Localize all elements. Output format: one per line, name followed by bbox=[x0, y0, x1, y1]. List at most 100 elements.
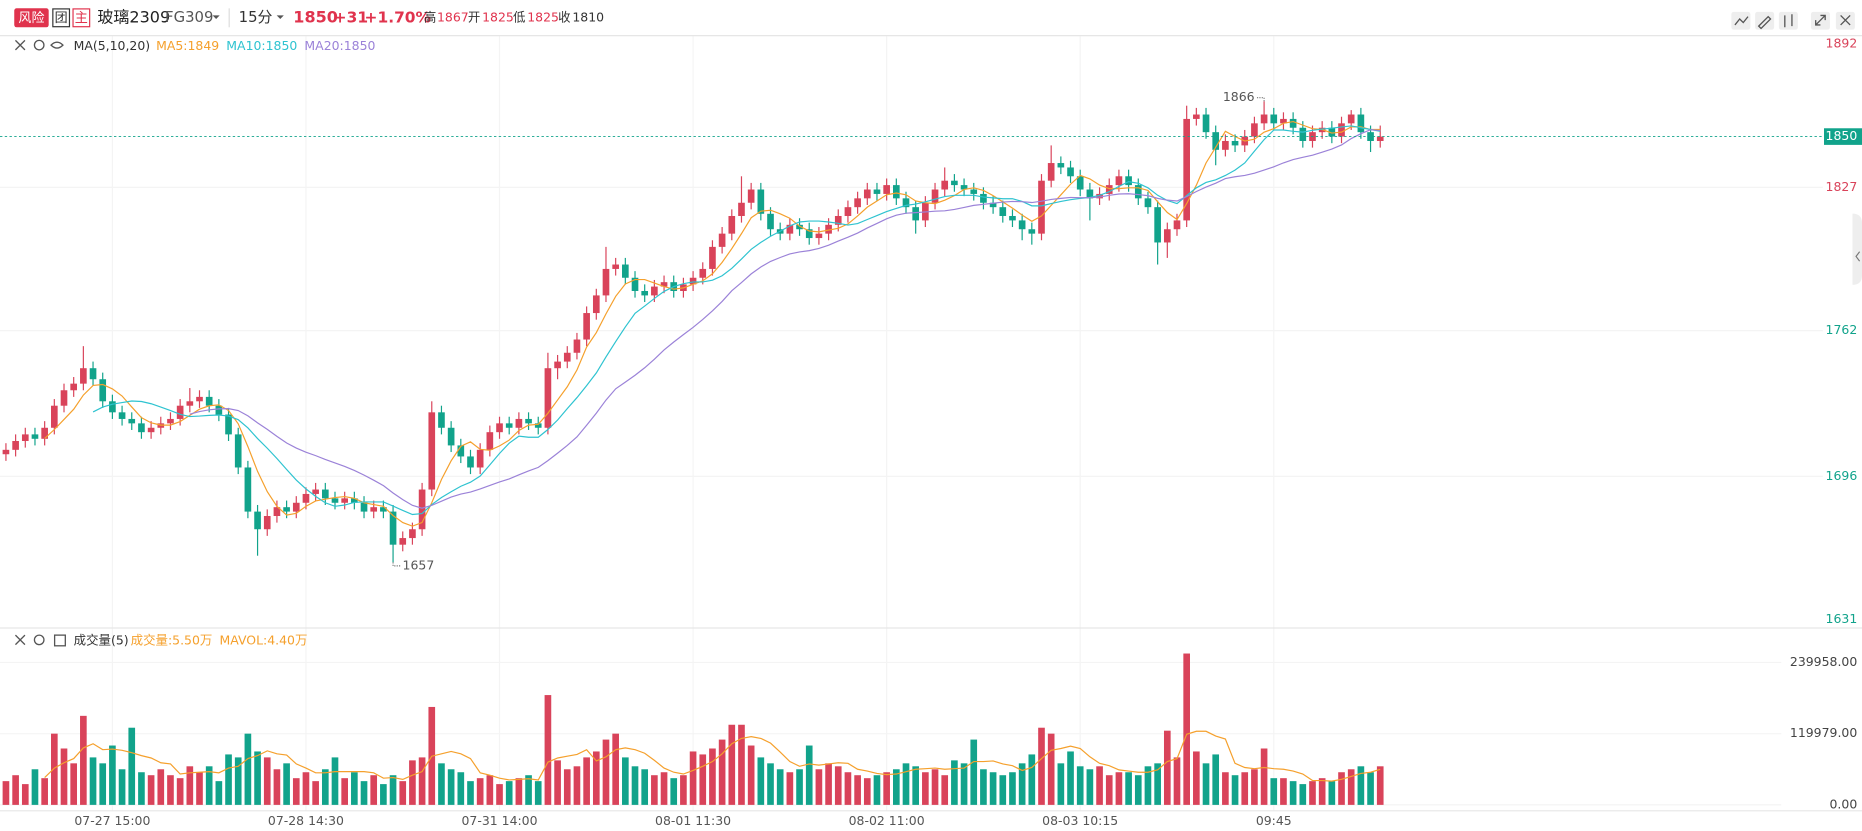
candle-body bbox=[699, 268, 707, 278]
risk-badge[interactable] bbox=[14, 8, 49, 28]
candle-body bbox=[1115, 176, 1123, 186]
candle-body bbox=[660, 282, 668, 287]
volume-bar bbox=[951, 760, 958, 805]
candle-body bbox=[1367, 132, 1374, 141]
type-icon bbox=[1784, 14, 1793, 28]
candle-body bbox=[273, 507, 281, 517]
candle-body bbox=[873, 189, 881, 194]
volume-bar bbox=[738, 724, 745, 805]
candle-body bbox=[912, 207, 920, 221]
volume-settings-icon[interactable] bbox=[33, 634, 45, 646]
candle-body bbox=[418, 489, 426, 530]
volume-bar bbox=[767, 763, 774, 805]
volume-bar bbox=[931, 769, 939, 805]
candle-body bbox=[738, 202, 745, 216]
candle-body bbox=[80, 368, 87, 384]
ma-line bbox=[189, 129, 1381, 509]
volume-bar bbox=[1338, 772, 1345, 805]
volume-bar bbox=[825, 763, 832, 805]
volume-tick-label: 239958.00 bbox=[1790, 654, 1857, 669]
ma-legend-title: MA(5,10,20) bbox=[74, 38, 151, 53]
volume-bar bbox=[1028, 754, 1036, 805]
volume-bar bbox=[60, 748, 68, 805]
dropdown-arrow[interactable] bbox=[276, 15, 284, 19]
volume-bar bbox=[438, 763, 445, 805]
volume-bar bbox=[409, 760, 416, 805]
candle-body bbox=[118, 412, 126, 419]
candle-body bbox=[1260, 114, 1268, 124]
visibility-icon[interactable] bbox=[50, 41, 64, 49]
volume-bar bbox=[922, 772, 929, 805]
side-panel-tab[interactable] bbox=[1852, 213, 1862, 285]
candle-body bbox=[767, 213, 774, 230]
group-badge-text: 团 bbox=[55, 11, 68, 26]
candle-body bbox=[109, 401, 116, 413]
volume-bar bbox=[1105, 775, 1113, 805]
close-label: 收 bbox=[558, 9, 570, 24]
volume-bar bbox=[1309, 781, 1316, 805]
volume-bar bbox=[157, 769, 165, 805]
candle-body bbox=[583, 313, 590, 340]
close-icon bbox=[1840, 14, 1851, 26]
candle-body bbox=[1328, 127, 1336, 137]
candle-body bbox=[1376, 136, 1384, 141]
volume-bar bbox=[263, 757, 271, 805]
volume-bar bbox=[283, 763, 290, 805]
volume-bar bbox=[128, 727, 136, 805]
candle-body bbox=[796, 224, 803, 230]
candle-body bbox=[863, 189, 871, 199]
volume-bar bbox=[563, 769, 571, 805]
volume-bar bbox=[292, 778, 300, 805]
low-value: 1825 bbox=[527, 9, 559, 24]
remove-indicator-icon[interactable] bbox=[14, 39, 26, 51]
volume-bar bbox=[1280, 778, 1287, 805]
volume-bar bbox=[1115, 772, 1123, 805]
volume-bar bbox=[970, 739, 978, 805]
remove-volume-icon[interactable] bbox=[14, 634, 26, 646]
volume-add-icon[interactable] bbox=[53, 634, 66, 647]
settings-icon[interactable] bbox=[33, 39, 45, 51]
volume-bar bbox=[186, 766, 194, 805]
candle-body bbox=[70, 383, 78, 391]
volume-bar bbox=[41, 778, 48, 805]
candle-body bbox=[651, 286, 658, 296]
period[interactable]: 15分 bbox=[239, 9, 273, 26]
main-badge[interactable] bbox=[72, 8, 91, 28]
symbol-code[interactable]: FG309 bbox=[165, 9, 213, 26]
volume-bar bbox=[554, 760, 561, 805]
volume-bar bbox=[1289, 781, 1297, 805]
candle-body bbox=[31, 434, 39, 439]
volume-bar bbox=[496, 784, 503, 805]
main-badge-text: 主 bbox=[75, 11, 88, 26]
candle-body bbox=[931, 189, 939, 203]
volume-tick-label: 119979.00 bbox=[1790, 725, 1857, 740]
candle-body bbox=[1038, 180, 1045, 234]
type-button[interactable] bbox=[1778, 11, 1798, 30]
volume-bar bbox=[912, 766, 920, 805]
volume-bar bbox=[651, 775, 658, 805]
ma-legend-item: MA5:1849 bbox=[156, 38, 219, 53]
volume-bar bbox=[960, 763, 968, 805]
volume-bar bbox=[786, 772, 794, 805]
volume-title: 成交量(5) bbox=[74, 633, 129, 648]
candle-body bbox=[757, 189, 765, 214]
x-tick-label: 09:45 bbox=[1256, 813, 1292, 828]
candle-body bbox=[1357, 114, 1365, 133]
candle-body bbox=[438, 412, 445, 428]
volume-bar bbox=[525, 775, 532, 805]
volume-bar bbox=[612, 733, 619, 805]
symbol-name[interactable]: 玻璃2309 bbox=[97, 7, 170, 26]
volume-bar bbox=[854, 775, 861, 805]
candle-body bbox=[941, 180, 949, 190]
candle-body bbox=[1009, 215, 1016, 221]
candle-body bbox=[893, 185, 900, 199]
candle-body bbox=[2, 449, 10, 455]
volume-bar bbox=[167, 775, 174, 805]
candle-body bbox=[60, 390, 68, 406]
volume-bar bbox=[370, 775, 378, 805]
x-tick-label: 08-02 11:00 bbox=[849, 813, 925, 828]
candle-body bbox=[409, 529, 416, 539]
group-badge[interactable] bbox=[52, 8, 71, 28]
dropdown-arrow[interactable] bbox=[212, 15, 220, 19]
volume-bar bbox=[863, 778, 871, 805]
